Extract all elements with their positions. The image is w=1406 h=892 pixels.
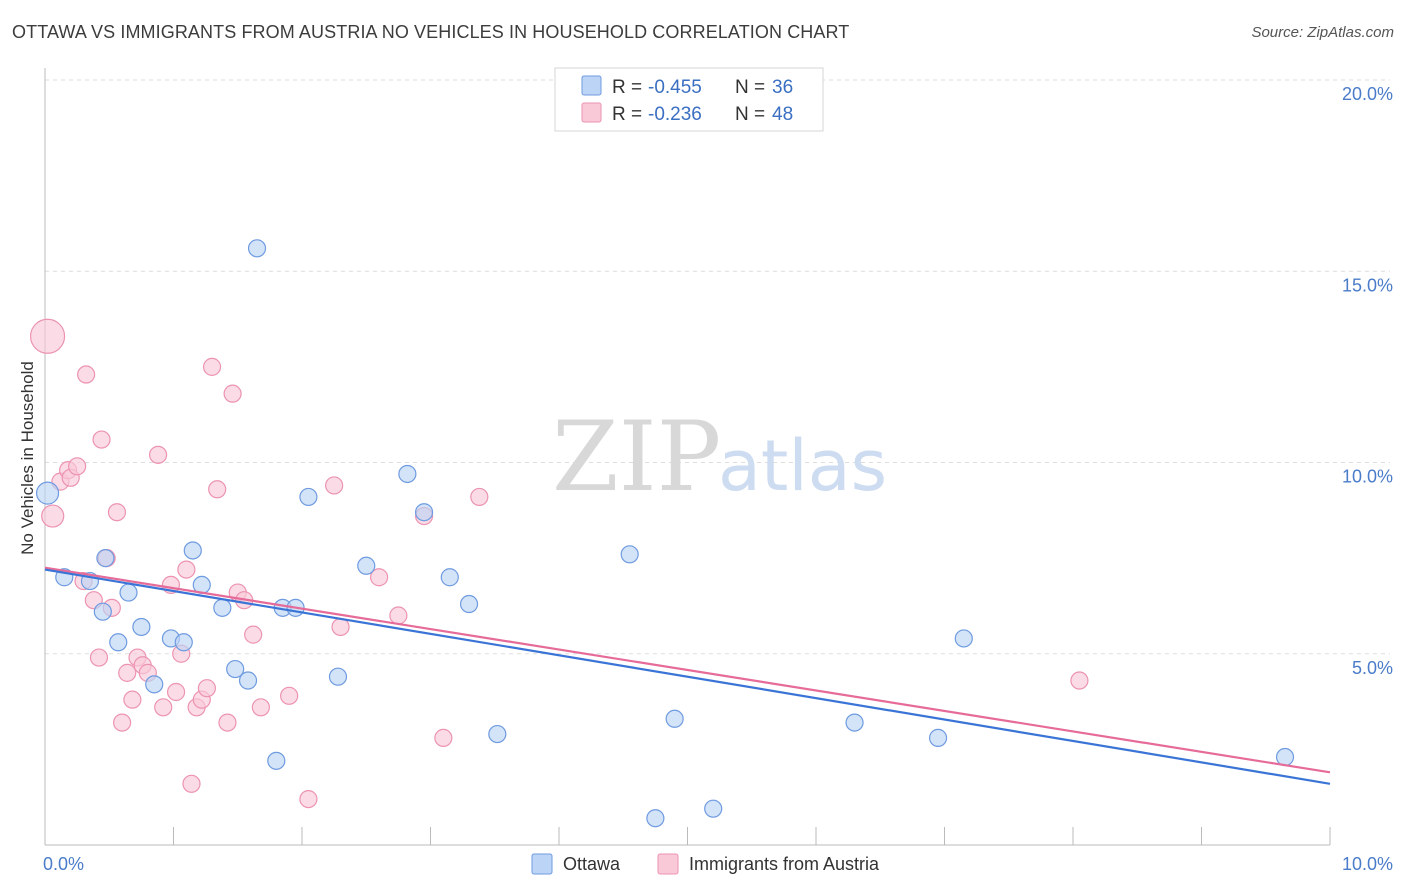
austria-point-16: [123, 690, 142, 709]
austria-point-40: [325, 476, 344, 495]
series-legend: Ottawa Immigrants from Austria: [531, 853, 880, 875]
bottom-legend-swatch-ottawa: [531, 853, 553, 875]
y-axis-title: No Vehicles in Household: [18, 361, 37, 555]
ottawa-point-16: [247, 239, 267, 258]
series-ottawa-points: [35, 239, 1295, 828]
ottawa-point-28: [620, 545, 639, 564]
ottawa-point-26: [459, 594, 479, 614]
ottawa-point-35: [1275, 747, 1295, 767]
ottawa-point-31: [704, 799, 723, 818]
x-tick-label-1: 10.0%: [1342, 854, 1393, 874]
legend-swatch-ottawa: [581, 75, 602, 96]
ottawa-point-8: [145, 675, 164, 694]
ottawa-point-15: [238, 671, 258, 690]
y-tick-label-0: 5.0%: [1352, 658, 1393, 678]
series-austria-points: [29, 318, 1089, 809]
austria-point-25: [177, 560, 196, 579]
austria-point-32: [218, 713, 237, 732]
x-tick-labels: 0.0% 10.0%: [43, 854, 1393, 874]
austria-point-46: [470, 487, 489, 507]
ottawa-point-7: [132, 617, 151, 637]
ottawa-point-5: [109, 633, 128, 652]
legend-r-value-austria: -0.236: [648, 104, 702, 125]
austria-point-10: [92, 430, 111, 449]
y-tick-label-2: 15.0%: [1342, 275, 1393, 295]
austria-point-15: [118, 663, 137, 682]
ottawa-point-10: [174, 633, 193, 652]
legend-n-value-austria: 48: [772, 104, 793, 125]
legend-n-value-ottawa: 36: [772, 77, 793, 98]
trend-line-ottawa: [44, 568, 1331, 785]
austria-point-31: [208, 480, 227, 499]
austria-point-33: [223, 384, 242, 403]
legend-r-label-ottawa: R =: [612, 77, 642, 98]
ottawa-point-34: [954, 629, 973, 648]
ottawa-point-25: [440, 568, 459, 587]
austria-point-45: [434, 728, 453, 748]
ottawa-point-22: [357, 556, 376, 575]
austria-point-30: [202, 357, 222, 376]
austria-point-20: [148, 445, 168, 464]
bottom-legend-swatch-austria: [657, 853, 679, 875]
bottom-legend-label-austria: Immigrants from Austria: [689, 854, 880, 874]
legend-n-label-ottawa: N =: [735, 77, 765, 98]
ottawa-point-0: [35, 481, 60, 505]
ottawa-point-4: [93, 602, 112, 621]
ottawa-point-11: [183, 541, 202, 560]
trend-lines: [44, 566, 1331, 785]
austria-point-37: [251, 698, 270, 717]
axes: [44, 68, 1331, 846]
trend-line-austria: [44, 566, 1331, 774]
ottawa-point-6: [119, 583, 138, 602]
chart-title: OTTAWA VS IMMIGRANTS FROM AUSTRIA NO VEH…: [12, 22, 850, 42]
ottawa-point-33: [928, 728, 948, 748]
y-tick-labels: 5.0% 10.0% 15.0% 20.0%: [1342, 84, 1393, 678]
austria-point-5: [68, 457, 87, 476]
ottawa-point-32: [845, 713, 864, 732]
austria-point-36: [244, 625, 263, 644]
austria-point-41: [331, 617, 350, 637]
ottawa-point-13: [213, 598, 232, 617]
legend-r-label-austria: R =: [612, 104, 642, 125]
austria-point-9: [89, 648, 109, 667]
correlation-legend: R = -0.455 N = 36 R = -0.236 N = 48: [554, 67, 824, 132]
x-tick-label-0: 0.0%: [43, 854, 84, 874]
legend-n-label-austria: N =: [735, 104, 765, 125]
source-label: Source: ZipAtlas.com: [1251, 24, 1394, 41]
ottawa-point-24: [414, 503, 434, 522]
ottawa-point-17: [267, 751, 286, 770]
austria-point-42: [370, 568, 389, 587]
watermark-zip-text: ZIP: [552, 401, 721, 513]
austria-point-29: [197, 679, 217, 698]
austria-point-21: [154, 698, 173, 717]
ottawa-point-30: [665, 709, 684, 728]
austria-point-26: [182, 774, 201, 793]
austria-point-43: [389, 606, 408, 625]
austria-point-1: [41, 504, 65, 528]
grid-lines: [45, 79, 1390, 655]
y-tick-label-1: 10.0%: [1342, 467, 1393, 487]
austria-point-38: [280, 686, 299, 705]
legend-swatch-austria: [581, 102, 602, 123]
austria-point-7: [77, 365, 96, 384]
ottawa-point-29: [646, 809, 665, 828]
legend-r-value-ottawa: -0.455: [648, 77, 702, 98]
austria-point-0: [29, 318, 66, 354]
ottawa-point-21: [328, 667, 348, 686]
ottawa-point-23: [398, 464, 417, 484]
austria-point-14: [112, 713, 132, 732]
ottawa-point-3: [96, 549, 115, 568]
ottawa-point-27: [488, 724, 507, 744]
austria-point-13: [107, 503, 127, 522]
watermark-atlas-text: atlas: [718, 425, 887, 507]
ottawa-point-20: [299, 487, 318, 507]
y-tick-label-3: 20.0%: [1342, 84, 1393, 104]
austria-point-47: [1070, 671, 1089, 690]
watermark: ZIP atlas: [552, 401, 887, 513]
austria-point-39: [299, 789, 318, 809]
austria-point-23: [166, 682, 186, 702]
bottom-legend-label-ottawa: Ottawa: [563, 854, 621, 874]
ottawa-point-14: [226, 659, 245, 679]
